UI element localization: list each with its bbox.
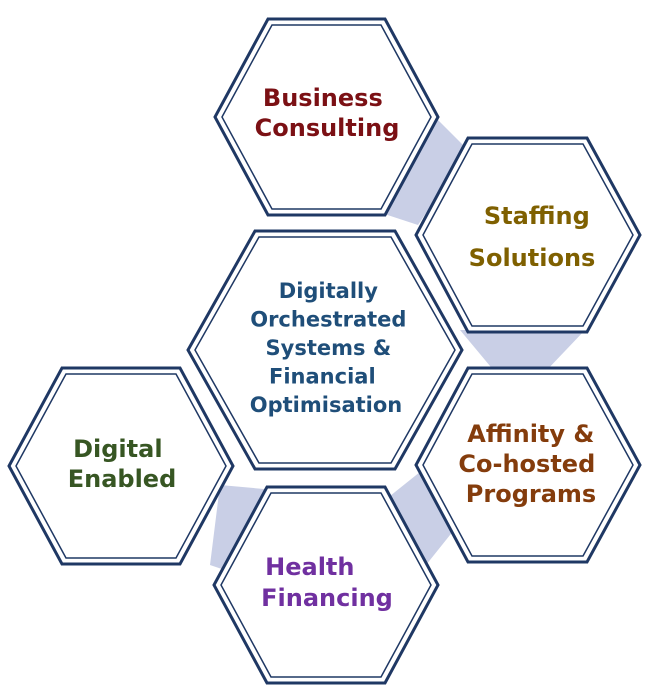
hex-central bbox=[186, 229, 464, 471]
health-financing-line-1: Health bbox=[265, 553, 354, 581]
digital-enabled-line-2: Enabled bbox=[68, 465, 177, 493]
connector-staffing-affinity bbox=[460, 330, 585, 372]
hex-staffing-solutions bbox=[414, 136, 642, 334]
staffing-solutions-line-1: Staffing bbox=[484, 202, 590, 230]
business-consulting-line-2: Consulting bbox=[255, 114, 400, 142]
label-business-consulting: Business Consulting bbox=[255, 84, 400, 142]
central-line-4: Financial bbox=[269, 365, 376, 389]
affinity-line-2: Co-hosted bbox=[458, 450, 595, 478]
central-line-3: Systems & bbox=[266, 336, 392, 360]
staffing-solutions-line-2: Solutions bbox=[469, 244, 596, 272]
hex-health-financing bbox=[212, 485, 440, 685]
label-affinity: Affinity & Co-hosted Programs bbox=[458, 420, 603, 508]
health-financing-line-2: Financing bbox=[261, 584, 393, 612]
central-line-5: Optimisation bbox=[250, 393, 403, 417]
hex-affinity bbox=[414, 366, 642, 564]
affinity-line-1: Affinity & bbox=[467, 420, 594, 448]
central-line-1: Digitally bbox=[279, 279, 378, 303]
label-central: Digitally Orchestrated Systems & Financi… bbox=[250, 279, 414, 417]
business-consulting-line-1: Business bbox=[263, 84, 383, 112]
affinity-line-3: Programs bbox=[466, 480, 596, 508]
hex-digital-enabled bbox=[7, 366, 235, 566]
label-health-financing: Health Financing bbox=[261, 553, 393, 612]
hex-business-consulting bbox=[213, 17, 440, 217]
label-digital-enabled: Digital Enabled bbox=[68, 435, 177, 493]
digital-enabled-line-1: Digital bbox=[73, 435, 162, 463]
central-line-2: Orchestrated bbox=[250, 308, 406, 332]
label-staffing-solutions: Staffing Solutions bbox=[469, 202, 599, 272]
